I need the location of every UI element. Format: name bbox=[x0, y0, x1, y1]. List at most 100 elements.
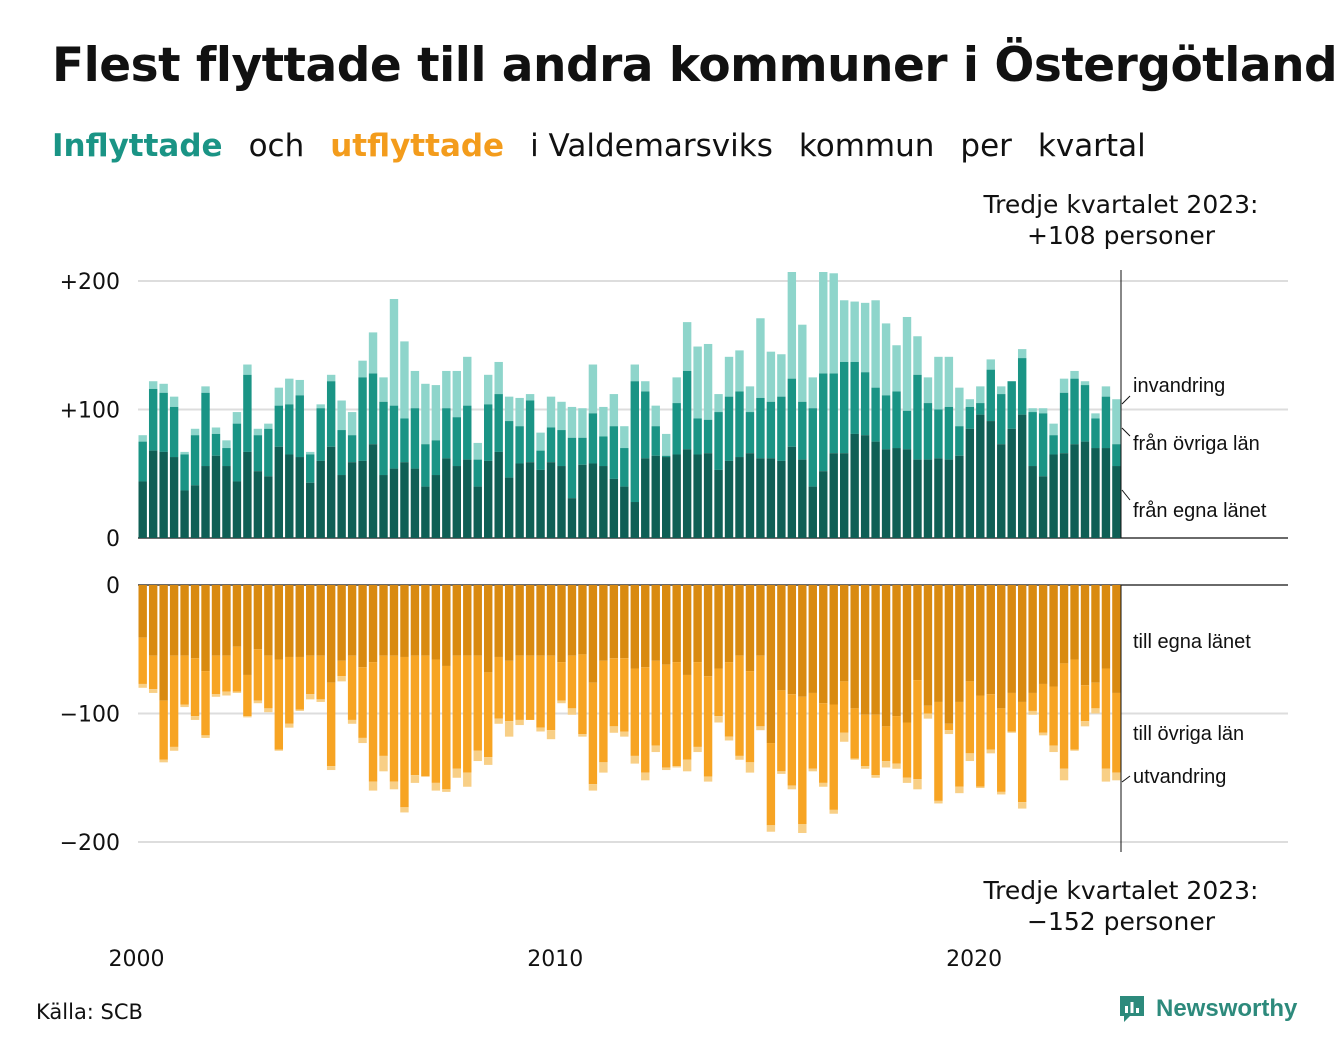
bar-out-other-county bbox=[148, 655, 158, 690]
bar-out-other-county bbox=[1112, 692, 1121, 773]
bar-in-immigration bbox=[1101, 386, 1111, 397]
bar-out-other-county bbox=[326, 682, 336, 767]
bar-out-other-county bbox=[452, 655, 461, 769]
bar-out-own-county bbox=[326, 585, 336, 683]
bar-out-emigration bbox=[442, 789, 451, 792]
label-connector-invandring bbox=[1121, 395, 1131, 405]
bar-out-own-county bbox=[599, 585, 608, 661]
annotation-bottom-line2: −152 personer bbox=[1027, 907, 1216, 936]
bar-out-own-county bbox=[557, 585, 566, 663]
bar-out-emigration bbox=[766, 825, 776, 832]
bar-in-immigration bbox=[955, 387, 964, 427]
bar-out-own-county bbox=[1028, 585, 1037, 693]
bar-in-other-county bbox=[211, 433, 221, 456]
bar-out-own-county bbox=[662, 585, 671, 665]
bar-out-other-county bbox=[1007, 692, 1016, 732]
bar-out-own-county bbox=[787, 585, 797, 695]
bar-in-own-county bbox=[986, 421, 995, 538]
bar-in-own-county bbox=[347, 462, 357, 538]
annotation-top-line2: +108 personer bbox=[1027, 221, 1216, 250]
bar-out-emigration bbox=[892, 763, 901, 769]
bar-out-other-county bbox=[609, 658, 619, 727]
bar-out-other-county bbox=[421, 655, 430, 777]
bar-in-immigration bbox=[871, 300, 880, 388]
bar-in-immigration bbox=[839, 300, 849, 362]
bar-out-emigration bbox=[410, 775, 420, 783]
bar-out-other-county bbox=[316, 655, 325, 700]
bar-out-own-county bbox=[169, 585, 179, 656]
subtitle-text-kvartal: kvartal bbox=[1037, 128, 1146, 164]
bar-out-other-county bbox=[934, 701, 943, 801]
bar-out-own-county bbox=[777, 585, 786, 691]
bar-in-immigration bbox=[850, 301, 859, 362]
bar-in-immigration bbox=[557, 401, 566, 431]
bar-out-own-county bbox=[190, 585, 200, 659]
bar-in-own-county bbox=[892, 448, 901, 538]
bar-out-emigration bbox=[484, 757, 493, 765]
bar-in-own-county bbox=[693, 454, 702, 538]
bar-in-other-county bbox=[682, 370, 692, 450]
bar-out-other-county bbox=[871, 714, 880, 776]
bar-out-own-county bbox=[442, 585, 451, 666]
bar-in-other-county bbox=[473, 459, 482, 487]
bar-in-own-county bbox=[620, 486, 629, 538]
bar-in-other-county bbox=[1028, 412, 1037, 467]
bar-out-other-county bbox=[787, 694, 797, 786]
bar-in-other-county bbox=[1070, 378, 1079, 445]
bar-in-immigration bbox=[599, 406, 608, 437]
bar-in-immigration bbox=[316, 404, 325, 409]
bar-in-immigration bbox=[1091, 413, 1100, 419]
bar-in-immigration bbox=[494, 361, 503, 395]
bar-out-other-county bbox=[850, 708, 859, 759]
bar-out-emigration bbox=[850, 758, 859, 760]
bar-out-emigration bbox=[1049, 745, 1058, 753]
bar-out-own-county bbox=[211, 585, 221, 656]
bar-in-immigration bbox=[819, 272, 828, 374]
bar-in-own-county bbox=[703, 453, 713, 538]
bar-in-own-county bbox=[902, 449, 912, 538]
bar-out-emigration bbox=[808, 768, 817, 772]
bar-in-other-county bbox=[190, 435, 200, 486]
bar-out-emigration bbox=[955, 786, 964, 794]
bar-in-immigration bbox=[253, 428, 263, 436]
bar-in-other-county bbox=[787, 378, 797, 447]
bar-in-other-county bbox=[913, 374, 922, 460]
bar-in-immigration bbox=[159, 383, 168, 393]
bar-out-other-county bbox=[379, 655, 388, 756]
bar-in-other-county bbox=[745, 412, 755, 454]
bar-in-other-county bbox=[703, 419, 713, 454]
bar-out-other-county bbox=[1038, 683, 1048, 733]
bar-in-immigration bbox=[829, 273, 838, 374]
bar-in-immigration bbox=[1049, 423, 1058, 436]
y-tick-label-bottom: 0 bbox=[106, 574, 120, 599]
bar-in-own-county bbox=[651, 455, 660, 538]
bar-out-emigration bbox=[662, 767, 671, 771]
bar-out-emigration bbox=[169, 746, 179, 751]
bar-out-own-county bbox=[693, 585, 702, 663]
bar-out-other-county bbox=[1080, 685, 1090, 722]
bar-out-own-county bbox=[955, 585, 964, 702]
bar-in-own-county bbox=[515, 463, 524, 538]
bar-out-own-county bbox=[923, 585, 933, 706]
bar-in-other-county bbox=[777, 396, 786, 461]
bar-out-other-county bbox=[829, 704, 838, 810]
bar-out-other-county bbox=[923, 705, 933, 714]
bar-in-own-county bbox=[578, 464, 587, 538]
bar-in-immigration bbox=[693, 346, 702, 419]
bar-in-other-county bbox=[798, 401, 807, 460]
bar-in-other-county bbox=[808, 408, 817, 487]
bar-out-own-county bbox=[913, 585, 922, 681]
brand-logo[interactable]: Newsworthy bbox=[1118, 994, 1297, 1024]
bar-in-immigration bbox=[934, 356, 943, 410]
bar-in-other-county bbox=[997, 394, 1006, 445]
bar-in-immigration bbox=[442, 370, 451, 409]
bar-out-other-county bbox=[1101, 668, 1111, 769]
bar-in-other-county bbox=[484, 404, 493, 461]
bar-in-own-county bbox=[777, 460, 786, 538]
bar-in-other-county bbox=[672, 403, 681, 455]
bar-in-immigration bbox=[798, 324, 807, 402]
bar-out-emigration bbox=[934, 800, 943, 804]
bar-out-other-county bbox=[504, 660, 514, 722]
bar-in-other-county bbox=[1059, 392, 1069, 454]
bar-out-other-county bbox=[630, 668, 639, 756]
